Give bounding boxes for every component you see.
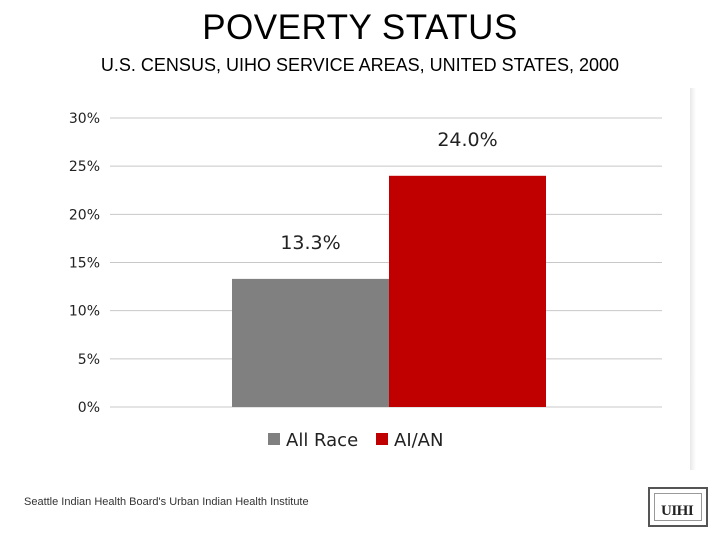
bar-chart: 0% 5% 10% 15% 20% 25% 30% 13.3% 24.0% All Race AI/…: [69, 111, 662, 451]
logo-frame: UIHI: [654, 493, 702, 521]
data-label: 13.3%: [280, 232, 340, 254]
y-tick-label: 5%: [78, 352, 100, 368]
y-tick-label: 30%: [69, 111, 100, 127]
y-tick-label: 0%: [78, 400, 100, 416]
data-label: 24.0%: [437, 129, 497, 151]
bar-all-race: [232, 278, 389, 407]
legend-label: All Race: [286, 430, 358, 451]
uihi-logo: UIHI: [648, 487, 708, 527]
bar-ai-an: [389, 175, 546, 407]
y-tick-label: 20%: [69, 207, 100, 223]
slide-title: POVERTY STATUS: [202, 8, 518, 47]
logo-letters: UIHI: [661, 503, 694, 519]
y-tick-label: 25%: [69, 159, 100, 175]
y-tick-label: 10%: [69, 304, 100, 320]
y-tick-label: 15%: [69, 256, 100, 272]
legend-label: AI/AN: [394, 430, 443, 451]
legend-swatch: [268, 433, 280, 445]
slide-subtitle: U.S. CENSUS, UIHO SERVICE AREAS, UNITED …: [100, 55, 620, 75]
footer-credit: Seattle Indian Health Board's Urban Indi…: [24, 496, 309, 508]
chart-panel: 0% 5% 10% 15% 20% 25% 30% 13.3% 24.0% All Race AI/…: [6, 88, 696, 470]
legend-swatch: [376, 433, 388, 445]
